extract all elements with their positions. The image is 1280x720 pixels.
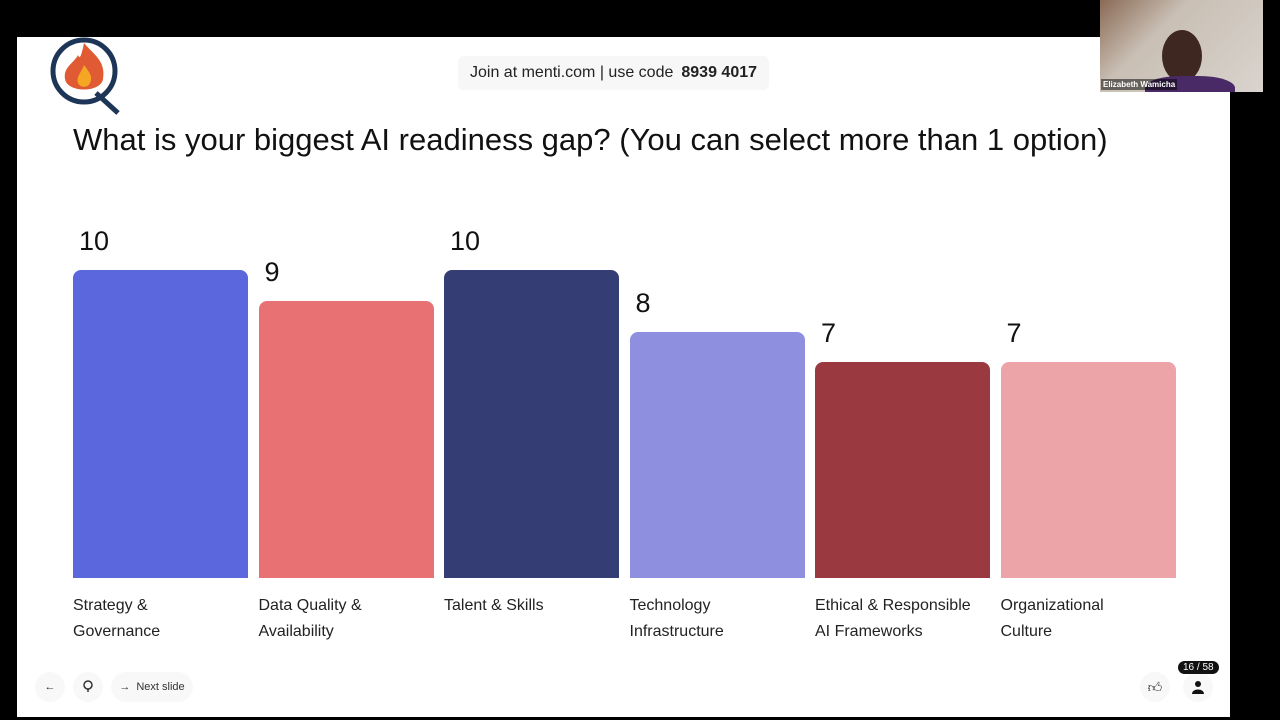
value-label: 9 bbox=[264, 256, 280, 287]
category-line: AI Frameworks bbox=[815, 623, 923, 640]
logo-icon bbox=[50, 37, 120, 115]
audience-button[interactable] bbox=[1183, 672, 1213, 702]
bar-2 bbox=[444, 270, 619, 578]
category-line: Availability bbox=[258, 623, 334, 640]
join-code: 8939 4017 bbox=[681, 64, 758, 81]
category-line: Governance bbox=[73, 623, 161, 640]
category-label: Ethical & Responsible AI Frameworks bbox=[815, 593, 995, 645]
category-line: Infrastructure bbox=[629, 623, 724, 640]
thumbs-up-icon: 👍︎ bbox=[1147, 678, 1163, 695]
bar-0 bbox=[73, 270, 248, 578]
bar-1 bbox=[258, 300, 434, 578]
value-label: 10 bbox=[79, 226, 110, 256]
arrow-left-icon: ← bbox=[44, 681, 56, 693]
bar-5 bbox=[1000, 362, 1176, 578]
next-slide-label: Next slide bbox=[136, 681, 185, 693]
reaction-button[interactable]: 👍︎ bbox=[1140, 672, 1170, 702]
value-label: 10 bbox=[450, 226, 481, 256]
category-line bbox=[444, 619, 624, 645]
previous-button[interactable]: ← bbox=[35, 672, 65, 702]
join-banner: Join at menti.com | use code 8939 4017 bbox=[458, 56, 770, 90]
category-line: Strategy & bbox=[73, 597, 148, 614]
category-line: Technology bbox=[629, 597, 711, 614]
category-label: Organizational Culture bbox=[1001, 593, 1181, 645]
category-line: Organizational bbox=[1000, 597, 1104, 614]
category-label: Data Quality & Availability bbox=[259, 593, 439, 645]
bar-4 bbox=[815, 362, 990, 578]
value-label: 7 bbox=[1006, 318, 1022, 349]
value-label: 8 bbox=[635, 287, 651, 318]
join-text: Join at menti.com | use code bbox=[470, 64, 674, 81]
category-label: Strategy & Governance bbox=[73, 593, 253, 645]
participant-face bbox=[1162, 30, 1202, 82]
category-label: Technology Infrastructure bbox=[630, 593, 810, 645]
next-slide-button[interactable]: → Next slide bbox=[111, 672, 193, 702]
category-label: Talent & Skills bbox=[444, 593, 624, 645]
lightbulb-icon bbox=[83, 680, 93, 692]
hint-button[interactable] bbox=[73, 672, 103, 702]
value-label: 7 bbox=[821, 318, 837, 349]
bar-3 bbox=[629, 331, 805, 578]
category-line: Data Quality & bbox=[258, 597, 362, 614]
webcam-thumbnail: Elizabeth Wamicha bbox=[1100, 0, 1263, 92]
question-title: What is your biggest AI readiness gap? (… bbox=[73, 122, 1108, 157]
category-line: Talent & Skills bbox=[444, 597, 544, 614]
slide-counter: 16 / 58 bbox=[1178, 661, 1219, 674]
participant-name: Elizabeth Wamicha bbox=[1101, 79, 1178, 90]
category-line: Ethical & Responsible bbox=[815, 597, 971, 614]
person-icon bbox=[1192, 681, 1204, 694]
category-line: Culture bbox=[1000, 623, 1053, 640]
arrow-right-icon: → bbox=[119, 681, 131, 693]
